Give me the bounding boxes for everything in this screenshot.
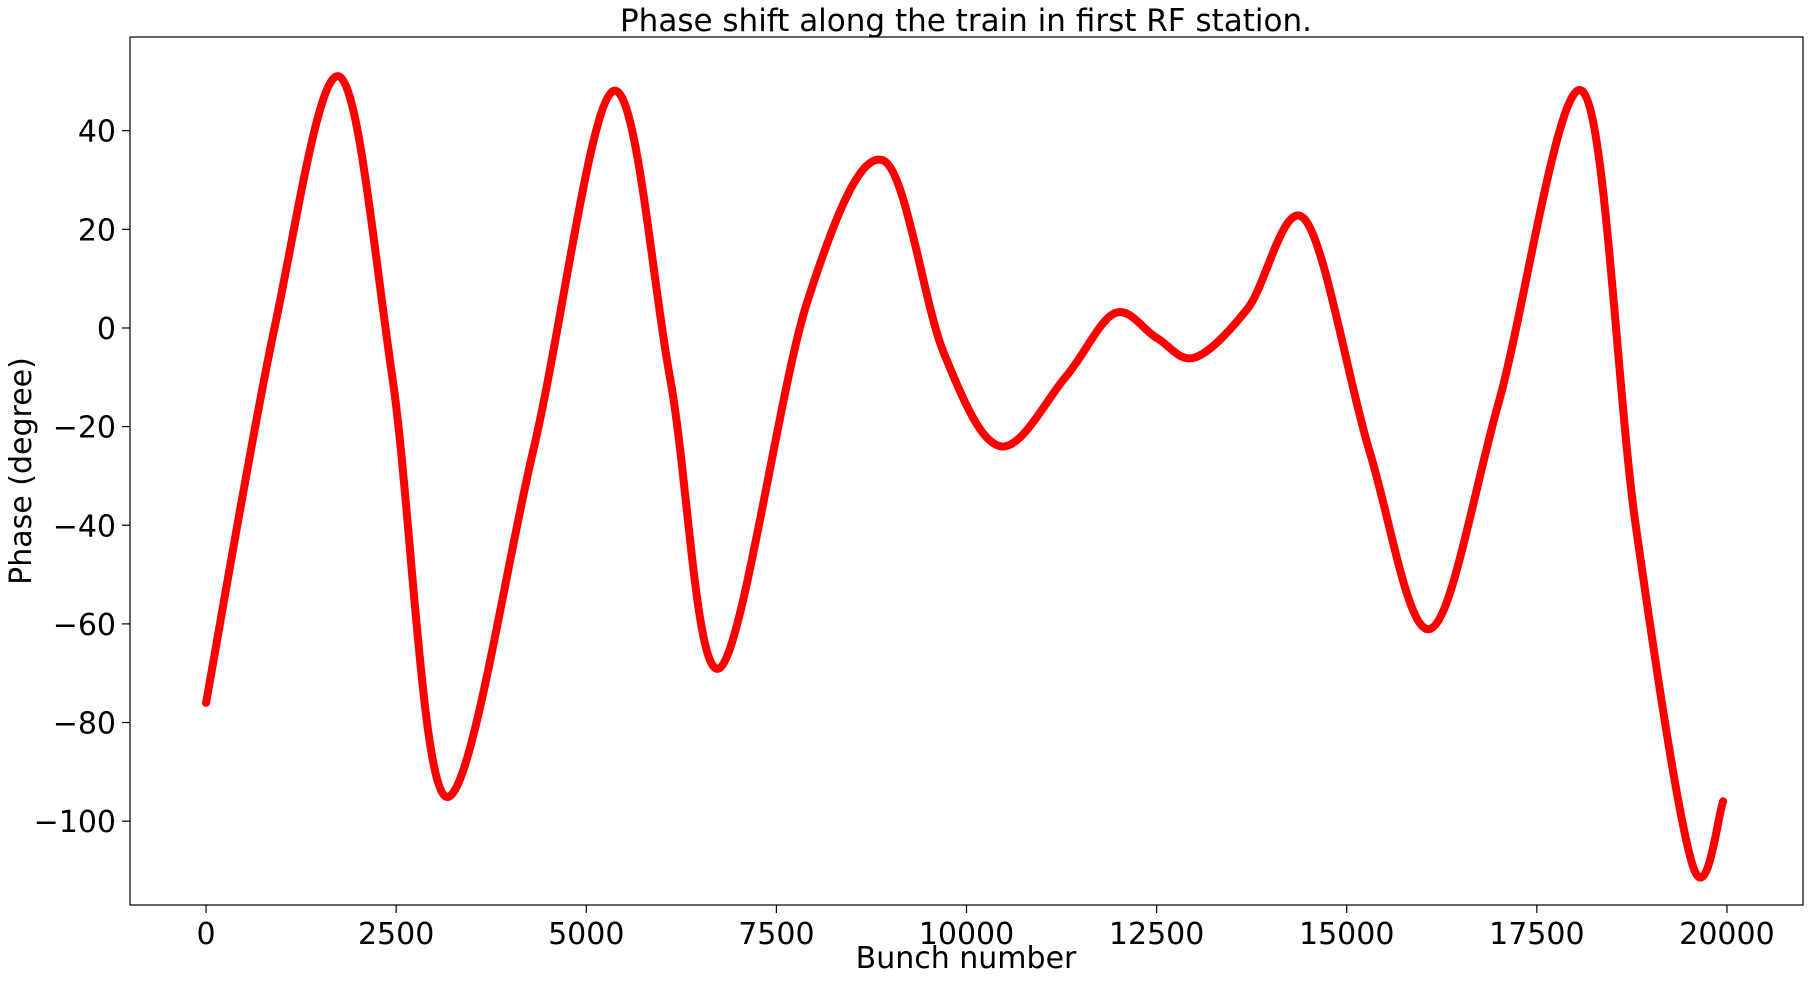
data-point (270, 323, 279, 332)
y-axis-label: Phase (degree) (4, 357, 39, 585)
y-tick-label: −80 (53, 707, 116, 742)
series-line (202, 72, 1728, 882)
data-point (878, 156, 887, 165)
data-point (335, 72, 344, 81)
x-tick-label: 5000 (548, 917, 624, 952)
data-point (665, 373, 674, 382)
x-tick-label: 20000 (1679, 917, 1774, 952)
y-tick-label: −60 (53, 608, 116, 643)
y-tick-label: −20 (53, 411, 116, 446)
x-axis: 0 2500 5000 7500 10000 12500 15000 17500 20000 (196, 905, 1775, 952)
x-tick-label: 12500 (1109, 917, 1204, 952)
data-point (939, 348, 948, 357)
data-point (996, 442, 1005, 451)
x-tick-label: 17500 (1489, 917, 1584, 952)
x-tick-label: 0 (196, 917, 215, 952)
data-point (1300, 215, 1309, 224)
data-point (1061, 373, 1070, 382)
data-point (441, 792, 450, 801)
x-tick-label: 15000 (1299, 917, 1394, 952)
x-tick-label: 2500 (358, 917, 434, 952)
data-point (715, 664, 724, 673)
data-point (529, 447, 538, 456)
x-axis-label: Bunch number (856, 941, 1077, 976)
data-point (1631, 521, 1640, 530)
data-point (1110, 309, 1119, 318)
data-point (388, 373, 397, 382)
y-axis: 40 20 0 −20 −40 −60 −80 −100 (34, 115, 130, 840)
y-tick-label: 20 (78, 213, 116, 248)
data-point (1243, 304, 1252, 313)
y-tick-label: 0 (97, 312, 116, 347)
data-point (1152, 333, 1161, 342)
data-point (802, 299, 811, 308)
chart-title: Phase shift along the train in first RF … (620, 3, 1312, 39)
y-tick-label: −100 (34, 805, 116, 840)
data-point (608, 87, 617, 96)
x-tick-label: 7500 (738, 917, 814, 952)
data-point (1578, 87, 1587, 96)
x-tick-label: 10000 (919, 917, 1014, 952)
data-point (1494, 397, 1503, 406)
series-layer (202, 72, 1728, 882)
data-point (1365, 447, 1374, 456)
data-point (1719, 797, 1728, 806)
y-tick-label: 40 (78, 115, 116, 150)
data-point (1688, 861, 1697, 870)
data-point (202, 698, 211, 707)
data-point (1190, 353, 1199, 362)
data-point (1426, 624, 1435, 633)
y-tick-label: −40 (53, 509, 116, 544)
